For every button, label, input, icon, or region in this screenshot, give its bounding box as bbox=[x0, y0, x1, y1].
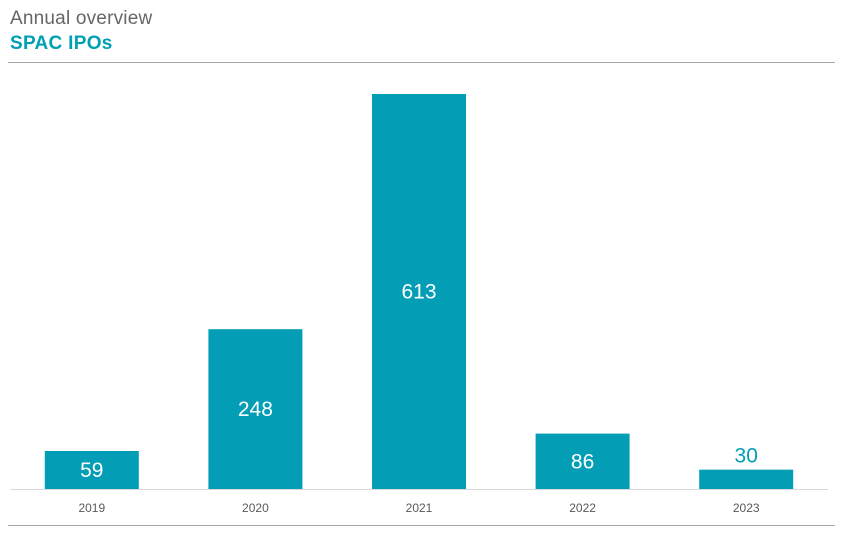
chart-title: SPAC IPOs bbox=[10, 33, 113, 54]
bar-2023 bbox=[699, 469, 794, 489]
data-label-2019: 59 bbox=[80, 459, 103, 482]
x-tick-label-2019: 2019 bbox=[78, 501, 105, 515]
chart-header: Annual overview SPAC IPOs bbox=[10, 6, 836, 56]
bar-2019 bbox=[44, 450, 139, 489]
x-tick-labels: 2019 2020 2021 2022 2023 bbox=[78, 501, 759, 515]
x-tick-label-2020: 2020 bbox=[242, 501, 269, 515]
bar-2022 bbox=[535, 433, 630, 489]
x-tick-label-2021: 2021 bbox=[406, 501, 433, 515]
header-divider bbox=[8, 62, 835, 63]
chart-kicker: Annual overview bbox=[10, 8, 153, 29]
footer-divider bbox=[8, 525, 835, 526]
data-label-2022: 86 bbox=[571, 450, 594, 473]
data-labels: 59 248 613 86 30 bbox=[80, 281, 758, 482]
bars-layer bbox=[44, 94, 794, 489]
bar-2020 bbox=[208, 329, 303, 489]
bar-2021 bbox=[372, 94, 466, 489]
data-label-2020: 248 bbox=[238, 398, 273, 421]
data-label-2021: 613 bbox=[401, 281, 436, 304]
data-label-2023: 30 bbox=[735, 445, 758, 468]
x-tick-label-2023: 2023 bbox=[733, 501, 760, 515]
x-tick-label-2022: 2022 bbox=[569, 501, 596, 515]
